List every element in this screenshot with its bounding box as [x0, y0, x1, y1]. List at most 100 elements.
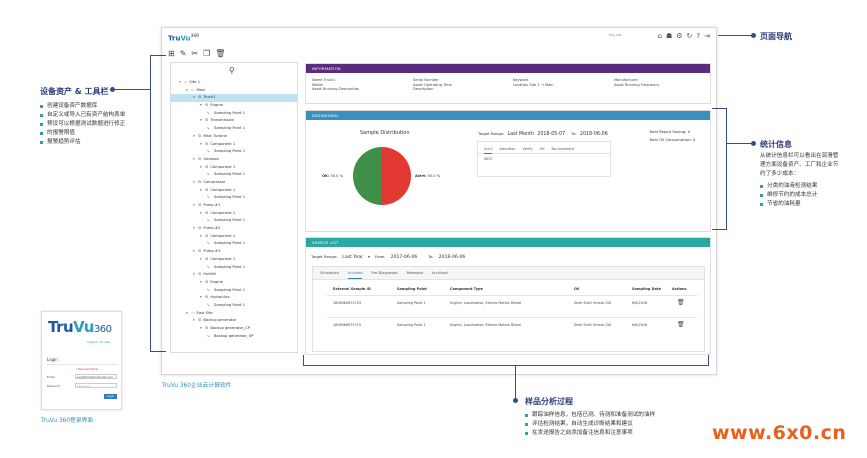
cut-icon[interactable]: ✂ — [191, 49, 199, 58]
tree-node[interactable]: ▾ ⚙ Component 1 — [171, 164, 297, 172]
tree-node[interactable]: ↳ Sampling Point 1 — [171, 240, 297, 248]
tree-node[interactable]: ▾ ⚙ Engine — [171, 279, 297, 287]
dash-from-date[interactable]: 2018-05-07 — [537, 132, 566, 137]
expand-icon[interactable]: ▾ — [200, 118, 202, 123]
tree-node[interactable]: ↳ Sampling Point 1 — [171, 171, 297, 179]
sample-tab[interactable]: Scheduled — [320, 271, 339, 275]
login-button[interactable]: Login — [104, 394, 117, 399]
dashboard-tab[interactable]: OK — [539, 147, 545, 151]
dash-target-range-select[interactable]: Last Month — [507, 132, 535, 137]
table-row[interactable]: 1806060675719 Sampling Point 1 Engine, Loc… — [327, 317, 697, 337]
tree-node[interactable]: ▾ ⚙ Pump #2 — [171, 225, 297, 233]
password-field[interactable]: •••••••• — [75, 383, 117, 388]
tree-node[interactable]: ↳ Sampling Point 1 — [171, 148, 297, 156]
expand-icon[interactable]: ▾ — [200, 164, 202, 169]
home-icon[interactable]: ⌂ — [657, 32, 662, 40]
sampling-point-icon[interactable]: ↳ — [207, 218, 210, 223]
pie-slice-ok[interactable] — [353, 147, 382, 205]
tree-node[interactable]: ▾ ⚙ Pump #1 — [171, 202, 297, 210]
edit-icon[interactable]: ✎ — [179, 49, 187, 58]
sampling-point-icon[interactable]: ↳ — [207, 195, 210, 200]
column-header[interactable]: Oil — [574, 287, 580, 291]
app-logo[interactable]: TruVu360 — [168, 33, 199, 42]
sample-from-date[interactable]: 2017-06-06 — [390, 255, 418, 260]
tree-node[interactable]: ▾ ⚙ Backup generator_CP — [171, 325, 297, 333]
expand-icon[interactable]: ▾ — [200, 256, 202, 261]
tree-node[interactable]: ▾ ⚙ Component 1 — [171, 210, 297, 218]
tree-node[interactable]: ▾ ⚙ Truck1 — [171, 94, 297, 103]
expand-icon[interactable]: ▾ — [193, 95, 195, 100]
sample-to-date[interactable]: 2018-06-06 — [438, 255, 466, 260]
sampling-point-icon[interactable]: ↳ — [207, 287, 210, 292]
tree-node[interactable]: ▾ ⚙ Transmission — [171, 117, 297, 125]
tree-node[interactable]: ▾ ⚙ Component 1 — [171, 233, 297, 241]
sampling-point-icon[interactable]: ↳ — [207, 241, 210, 246]
expand-icon[interactable]: ▾ — [193, 156, 195, 161]
settings-icon[interactable]: ⚙ — [676, 32, 683, 40]
sample-tab[interactable]: Unlisted — [347, 271, 363, 279]
column-header[interactable]: Sampling Point — [397, 287, 427, 291]
logout-icon[interactable]: ⇥ — [704, 32, 710, 40]
tree-node[interactable]: ▾ ⚙ Engine — [171, 102, 297, 110]
column-header[interactable]: Actions — [672, 287, 687, 291]
expand-icon[interactable]: ▾ — [200, 141, 202, 146]
sample-tab[interactable]: Released — [406, 271, 423, 275]
copy-icon[interactable]: ❐ — [203, 49, 211, 58]
group-icon[interactable]: ☗ — [665, 32, 673, 40]
dashboard-tab[interactable]: Verify — [522, 147, 533, 151]
tree-node[interactable]: ▾ ▭ Site 1 — [171, 79, 297, 87]
chevron-down-icon[interactable]: ▾ — [368, 254, 370, 259]
sampling-point-icon[interactable]: ↳ — [207, 110, 210, 115]
tree-node[interactable]: ▾ ⚙ Compressor — [171, 179, 297, 187]
column-header[interactable]: External Sample ID — [333, 287, 371, 291]
pie-slice-alert[interactable] — [382, 147, 411, 205]
trash-icon[interactable]: 🗑 — [677, 299, 685, 306]
expand-icon[interactable]: ▾ — [193, 318, 195, 323]
expand-icon[interactable]: ▾ — [200, 279, 202, 284]
sampling-point-icon[interactable]: ↳ — [207, 264, 210, 269]
tree-node[interactable]: ↳ Sampling Point 1 — [171, 125, 297, 133]
dashboard-tab[interactable]: Attention — [499, 147, 516, 151]
add-icon[interactable]: ⊞ — [168, 49, 175, 58]
refresh-icon[interactable]: ↻ — [686, 32, 693, 40]
expand-icon[interactable]: ▾ — [200, 295, 202, 300]
tree-node[interactable]: ▾ ⚙ Forklift — [171, 271, 297, 279]
expand-icon[interactable]: ▾ — [200, 187, 202, 192]
dash-to-date[interactable]: 2018-06-06 — [579, 132, 608, 137]
tree-node[interactable]: ▾ ⚙ Main Turbine — [171, 133, 297, 141]
expand-icon[interactable]: ▾ — [186, 310, 188, 315]
tree-node[interactable]: ↳ Sampling Point 1 — [171, 194, 297, 202]
sample-tab[interactable]: Archived — [431, 271, 448, 275]
sampling-point-icon[interactable]: ↳ — [207, 172, 210, 177]
table-row[interactable]: 1806060675724 Sampling Point 1 Engine, Loc… — [327, 295, 697, 315]
column-header[interactable]: Sampling Date — [632, 287, 661, 291]
expand-icon[interactable]: ▾ — [200, 233, 202, 238]
tree-node[interactable]: ▾ ▭ East Site — [171, 310, 297, 318]
expand-icon[interactable]: ▾ — [186, 87, 188, 92]
trash-icon[interactable]: 🗑 — [677, 321, 685, 328]
tree-node[interactable]: ↳ Sampling Point 1 — [171, 217, 297, 225]
expand-icon[interactable]: ▾ — [200, 326, 202, 330]
expand-icon[interactable]: ▾ — [200, 103, 202, 108]
tree-node[interactable]: ▾ ▭ Main — [171, 87, 297, 95]
sample-target-range-select[interactable]: Last Year — [342, 255, 364, 260]
sample-tab[interactable]: Pre-Diagnosed — [371, 271, 398, 275]
expand-icon[interactable]: ▾ — [193, 179, 195, 184]
tree-node[interactable]: ▾ ⚙ Backup generator — [171, 317, 297, 325]
help-icon[interactable]: ? — [696, 32, 701, 40]
expand-icon[interactable]: ▾ — [193, 203, 195, 207]
sampling-point-icon[interactable]: ↳ — [207, 302, 210, 307]
tree-node[interactable]: ▾ ⚙ Pump #3 — [171, 248, 297, 256]
dashboard-tab[interactable]: No comment — [551, 147, 575, 151]
column-header[interactable]: Component Type — [450, 287, 483, 291]
sampling-point-icon[interactable]: ↳ — [207, 333, 210, 338]
tree-node[interactable]: ▾ ⚙ Component 1 — [171, 187, 297, 195]
expand-icon[interactable]: ▾ — [200, 210, 202, 215]
expand-icon[interactable]: ▾ — [193, 249, 195, 254]
tree-node[interactable]: ▾ ⚙ Component 1 — [171, 256, 297, 264]
expand-icon[interactable]: ▾ — [193, 133, 195, 138]
tree-node[interactable]: ▾ ⚙ Component 1 — [171, 141, 297, 149]
sampling-point-icon[interactable]: ↳ — [207, 126, 210, 131]
expand-icon[interactable]: ▾ — [193, 226, 195, 231]
delete-icon[interactable]: 🗑 — [215, 49, 226, 58]
